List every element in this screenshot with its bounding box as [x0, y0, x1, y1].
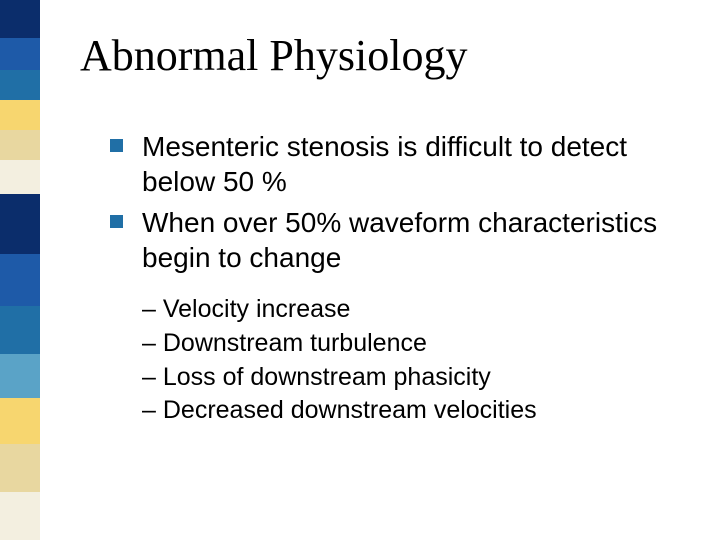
bullet-text: Mesenteric stenosis is difficult to dete…: [142, 131, 627, 197]
stripe: [0, 100, 40, 130]
stripe: [0, 306, 40, 354]
stripe: [0, 70, 40, 100]
stripe: [0, 354, 40, 398]
bullet-text: When over 50% waveform characteristics b…: [142, 207, 657, 273]
stripe: [0, 160, 40, 194]
sub-bullet-list: Velocity increase Downstream turbulence …: [80, 293, 680, 428]
slide-title: Abnormal Physiology: [80, 30, 680, 81]
stripe: [0, 444, 40, 492]
sub-bullet-item: Decreased downstream velocities: [142, 394, 680, 428]
stripe: [0, 254, 40, 306]
stripe: [0, 398, 40, 444]
square-bullet-icon: [110, 139, 123, 152]
stripe: [0, 492, 40, 540]
main-bullet-list: Mesenteric stenosis is difficult to dete…: [80, 129, 680, 275]
sub-bullet-item: Downstream turbulence: [142, 327, 680, 361]
stripe: [0, 38, 40, 70]
slide-content: Abnormal Physiology Mesenteric stenosis …: [80, 30, 680, 428]
bullet-item: Mesenteric stenosis is difficult to dete…: [110, 129, 680, 199]
stripe: [0, 130, 40, 160]
stripe: [0, 194, 40, 254]
decorative-stripe-sidebar: [0, 0, 40, 540]
sub-bullet-item: Velocity increase: [142, 293, 680, 327]
square-bullet-icon: [110, 215, 123, 228]
bullet-item: When over 50% waveform characteristics b…: [110, 205, 680, 275]
sub-bullet-item: Loss of downstream phasicity: [142, 361, 680, 395]
stripe: [0, 0, 40, 38]
